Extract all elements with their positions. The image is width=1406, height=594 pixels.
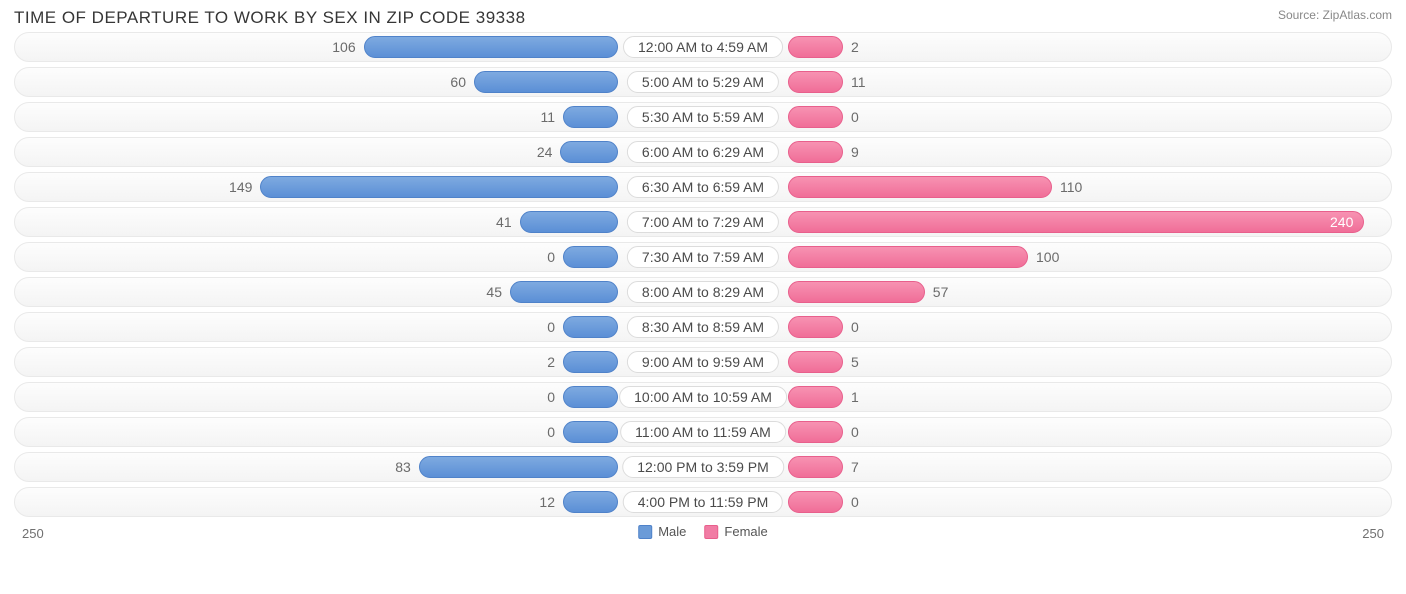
value-label-female: 5 bbox=[851, 354, 859, 370]
bar-male bbox=[260, 176, 618, 198]
bar-male bbox=[364, 36, 618, 58]
bar-female bbox=[788, 71, 843, 93]
chart-row: 149 110 6:30 AM to 6:59 AM bbox=[14, 172, 1392, 202]
row-category-label: 6:30 AM to 6:59 AM bbox=[627, 176, 779, 198]
value-label-male: 24 bbox=[537, 144, 553, 160]
bar-male bbox=[563, 106, 618, 128]
value-label-female: 9 bbox=[851, 144, 859, 160]
bar-female bbox=[788, 246, 1028, 268]
bar-male bbox=[563, 421, 618, 443]
chart-plot-area: 106 2 12:00 AM to 4:59 AM 60 11 5:00 AM to 5:… bbox=[0, 32, 1406, 517]
bar-male bbox=[563, 316, 618, 338]
value-label-female: 1 bbox=[851, 389, 859, 405]
chart-row: 2 5 9:00 AM to 9:59 AM bbox=[14, 347, 1392, 377]
chart-row: 83 7 12:00 PM to 3:59 PM bbox=[14, 452, 1392, 482]
value-label-male: 0 bbox=[547, 424, 555, 440]
value-label-male: 106 bbox=[332, 39, 355, 55]
value-label-male: 60 bbox=[450, 74, 466, 90]
value-label-female: 0 bbox=[851, 494, 859, 510]
chart-source: Source: ZipAtlas.com bbox=[1278, 8, 1392, 22]
legend-item-male: Male bbox=[638, 524, 686, 539]
row-category-label: 8:00 AM to 8:29 AM bbox=[627, 281, 779, 303]
bar-female bbox=[788, 36, 843, 58]
legend-label-male: Male bbox=[658, 524, 686, 539]
row-category-label: 12:00 PM to 3:59 PM bbox=[622, 456, 784, 478]
value-label-female: 7 bbox=[851, 459, 859, 475]
legend-item-female: Female bbox=[704, 524, 767, 539]
chart-row: 0 100 7:30 AM to 7:59 AM bbox=[14, 242, 1392, 272]
row-category-label: 9:00 AM to 9:59 AM bbox=[627, 351, 779, 373]
chart-row: 45 57 8:00 AM to 8:29 AM bbox=[14, 277, 1392, 307]
chart-row: 24 9 6:00 AM to 6:29 AM bbox=[14, 137, 1392, 167]
value-label-male: 83 bbox=[395, 459, 411, 475]
row-category-label: 7:30 AM to 7:59 AM bbox=[627, 246, 779, 268]
value-label-male: 12 bbox=[539, 494, 555, 510]
chart-footer: 250 Male Female 250 bbox=[0, 522, 1406, 552]
bar-female bbox=[788, 316, 843, 338]
bar-male bbox=[560, 141, 618, 163]
bar-female bbox=[788, 211, 1364, 233]
bar-female bbox=[788, 281, 925, 303]
value-label-male: 45 bbox=[486, 284, 502, 300]
row-category-label: 7:00 AM to 7:29 AM bbox=[627, 211, 779, 233]
row-category-label: 4:00 PM to 11:59 PM bbox=[623, 491, 783, 513]
bar-male bbox=[563, 246, 618, 268]
value-label-male: 0 bbox=[547, 389, 555, 405]
chart-header: TIME OF DEPARTURE TO WORK BY SEX IN ZIP … bbox=[0, 0, 1406, 32]
row-category-label: 10:00 AM to 10:59 AM bbox=[619, 386, 787, 408]
row-category-label: 8:30 AM to 8:59 AM bbox=[627, 316, 779, 338]
value-label-male: 41 bbox=[496, 214, 512, 230]
row-category-label: 5:00 AM to 5:29 AM bbox=[627, 71, 779, 93]
chart-row: 106 2 12:00 AM to 4:59 AM bbox=[14, 32, 1392, 62]
axis-max-left: 250 bbox=[22, 526, 44, 541]
bar-female bbox=[788, 386, 843, 408]
legend-swatch-male bbox=[638, 525, 652, 539]
value-label-female: 0 bbox=[851, 319, 859, 335]
bar-male bbox=[563, 491, 618, 513]
bar-male bbox=[563, 351, 618, 373]
legend-label-female: Female bbox=[724, 524, 767, 539]
bar-female bbox=[788, 491, 843, 513]
chart-row: 11 0 5:30 AM to 5:59 AM bbox=[14, 102, 1392, 132]
chart-row: 0 1 10:00 AM to 10:59 AM bbox=[14, 382, 1392, 412]
bar-male bbox=[474, 71, 618, 93]
bar-female bbox=[788, 106, 843, 128]
bar-female bbox=[788, 176, 1052, 198]
bar-male bbox=[510, 281, 618, 303]
value-label-male: 0 bbox=[547, 319, 555, 335]
value-label-female: 11 bbox=[851, 74, 866, 90]
chart-row: 0 0 8:30 AM to 8:59 AM bbox=[14, 312, 1392, 342]
value-label-female: 100 bbox=[1036, 249, 1059, 265]
bar-female bbox=[788, 421, 843, 443]
row-category-label: 12:00 AM to 4:59 AM bbox=[623, 36, 783, 58]
chart-legend: Male Female bbox=[638, 524, 768, 539]
value-label-male: 2 bbox=[547, 354, 555, 370]
value-label-female: 2 bbox=[851, 39, 859, 55]
chart-row: 12 0 4:00 PM to 11:59 PM bbox=[14, 487, 1392, 517]
bar-female bbox=[788, 456, 843, 478]
value-label-male: 149 bbox=[229, 179, 252, 195]
row-category-label: 11:00 AM to 11:59 AM bbox=[620, 421, 786, 443]
chart-row: 60 11 5:00 AM to 5:29 AM bbox=[14, 67, 1392, 97]
value-label-female: 110 bbox=[1060, 179, 1082, 195]
value-label-female: 57 bbox=[933, 284, 949, 300]
value-label-male: 11 bbox=[540, 109, 555, 125]
value-label-male: 0 bbox=[547, 249, 555, 265]
bar-male bbox=[563, 386, 618, 408]
value-label-female: 240 bbox=[1330, 214, 1353, 230]
chart-row: 0 0 11:00 AM to 11:59 AM bbox=[14, 417, 1392, 447]
chart-title: TIME OF DEPARTURE TO WORK BY SEX IN ZIP … bbox=[14, 8, 526, 28]
bar-male bbox=[520, 211, 618, 233]
bar-female bbox=[788, 141, 843, 163]
bar-female bbox=[788, 351, 843, 373]
row-category-label: 6:00 AM to 6:29 AM bbox=[627, 141, 779, 163]
legend-swatch-female bbox=[704, 525, 718, 539]
value-label-female: 0 bbox=[851, 424, 859, 440]
chart-row: 41 240 7:00 AM to 7:29 AM bbox=[14, 207, 1392, 237]
bar-male bbox=[419, 456, 618, 478]
axis-max-right: 250 bbox=[1362, 526, 1384, 541]
row-category-label: 5:30 AM to 5:59 AM bbox=[627, 106, 779, 128]
value-label-female: 0 bbox=[851, 109, 859, 125]
